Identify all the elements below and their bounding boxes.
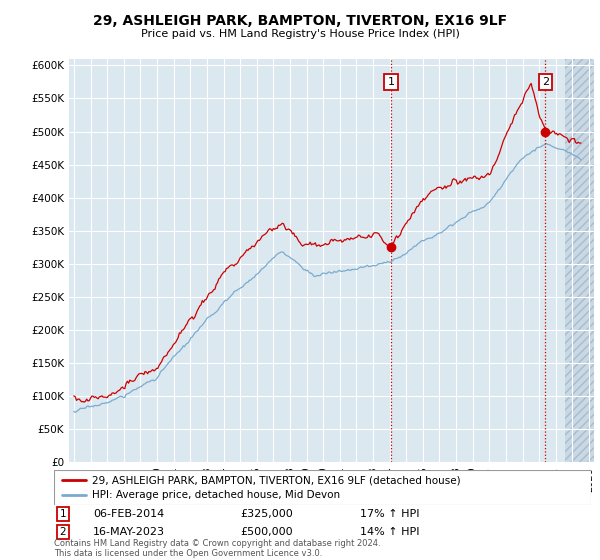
Text: 14% ↑ HPI: 14% ↑ HPI — [360, 527, 419, 537]
Text: Price paid vs. HM Land Registry's House Price Index (HPI): Price paid vs. HM Land Registry's House … — [140, 29, 460, 39]
Text: 1: 1 — [59, 509, 67, 519]
Text: £325,000: £325,000 — [240, 509, 293, 519]
Bar — [565, 59, 600, 462]
Text: 16-MAY-2023: 16-MAY-2023 — [93, 527, 165, 537]
Text: £500,000: £500,000 — [240, 527, 293, 537]
Text: 29, ASHLEIGH PARK, BAMPTON, TIVERTON, EX16 9LF (detached house): 29, ASHLEIGH PARK, BAMPTON, TIVERTON, EX… — [92, 475, 460, 485]
Text: 29, ASHLEIGH PARK, BAMPTON, TIVERTON, EX16 9LF: 29, ASHLEIGH PARK, BAMPTON, TIVERTON, EX… — [93, 14, 507, 28]
Text: 2: 2 — [542, 77, 549, 87]
Text: 06-FEB-2014: 06-FEB-2014 — [93, 509, 164, 519]
Text: 2: 2 — [59, 527, 67, 537]
Text: 17% ↑ HPI: 17% ↑ HPI — [360, 509, 419, 519]
Text: 1: 1 — [388, 77, 394, 87]
Text: Contains HM Land Registry data © Crown copyright and database right 2024.
This d: Contains HM Land Registry data © Crown c… — [54, 539, 380, 558]
Text: HPI: Average price, detached house, Mid Devon: HPI: Average price, detached house, Mid … — [92, 491, 340, 501]
